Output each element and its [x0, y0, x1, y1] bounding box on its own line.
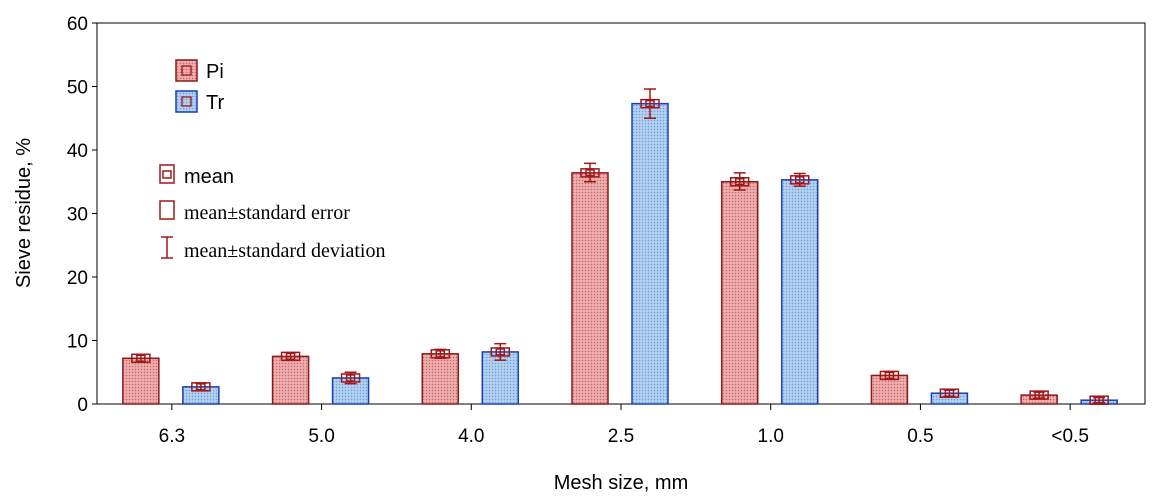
legend-label-pi: Pi: [206, 61, 224, 83]
se-box: [939, 388, 960, 398]
se-box: [430, 349, 451, 359]
y-tick-label: 40: [67, 141, 88, 162]
mean-marker: [345, 374, 356, 382]
legend: Pi Tr mean mean±standard error mean±standard…: [159, 59, 385, 262]
legend-swatch-marker: [181, 65, 192, 76]
x-tick-label: 6.3: [159, 426, 185, 447]
y-tick-label: 10: [67, 332, 88, 353]
legend-mean-icon: [159, 164, 175, 184]
mean-marker: [645, 99, 655, 108]
mean-marker: [585, 169, 595, 177]
x-tick-label: 0.5: [907, 426, 933, 447]
mean-marker: [794, 176, 805, 184]
se-box: [191, 382, 211, 392]
legend-stat-label: mean±standard deviation: [184, 240, 385, 262]
y-tick-label: 50: [67, 78, 88, 99]
se-box: [340, 373, 361, 383]
bar-pi-1: [271, 355, 310, 405]
mean-marker: [285, 352, 296, 361]
legend-stat-label: mean±standard error: [184, 202, 350, 224]
y-tick-label: 0: [77, 395, 88, 416]
y-tick-label: 20: [67, 268, 88, 289]
se-box: [131, 353, 151, 364]
se-box: [580, 168, 600, 178]
mean-marker: [1034, 391, 1044, 399]
se-box: [729, 177, 750, 187]
bar-pi-4: [720, 181, 759, 405]
se-box: [879, 370, 900, 381]
x-tick-label: 4.0: [458, 426, 484, 447]
y-tick-label: 60: [67, 14, 88, 35]
legend-label-tr: Tr: [206, 92, 224, 114]
mean-marker: [495, 348, 506, 356]
bar-tr-4: [780, 179, 819, 405]
legend-se-icon: [159, 200, 175, 220]
mean-marker: [136, 354, 146, 363]
legend-swatch-pi: [175, 59, 198, 82]
y-tick-label: 30: [67, 205, 88, 226]
legend-swatch-marker: [181, 96, 192, 107]
se-box: [490, 347, 511, 357]
plot-area: [96, 22, 1146, 405]
se-box: [1089, 395, 1109, 405]
x-tick-label: 1.0: [758, 426, 784, 447]
se-box: [789, 175, 810, 185]
x-tick-label: 2.5: [608, 426, 634, 447]
mean-marker: [884, 371, 895, 380]
mean-marker: [734, 178, 745, 186]
se-box: [1029, 390, 1049, 400]
bar-pi-3: [571, 172, 609, 405]
bar-pi-0: [122, 357, 160, 405]
mean-marker: [435, 350, 446, 358]
x-tick-label: 5.0: [308, 426, 334, 447]
se-box: [280, 351, 301, 362]
bar-tr-3: [631, 102, 669, 405]
se-box: [640, 98, 660, 109]
legend-stat-label: mean: [184, 166, 234, 188]
mean-marker: [944, 389, 955, 397]
bar-pi-2: [421, 353, 460, 405]
x-tick-label: <0.5: [1051, 426, 1089, 447]
mean-marker: [1094, 396, 1104, 404]
mean-marker: [196, 383, 206, 391]
bar-pi-5: [870, 374, 909, 405]
y-axis-title: Sieve residue, %: [13, 138, 35, 288]
legend-mean-icon-inner: [162, 170, 172, 179]
legend-swatch-tr: [175, 90, 198, 113]
x-axis-title: Mesh size, mm: [554, 472, 688, 494]
